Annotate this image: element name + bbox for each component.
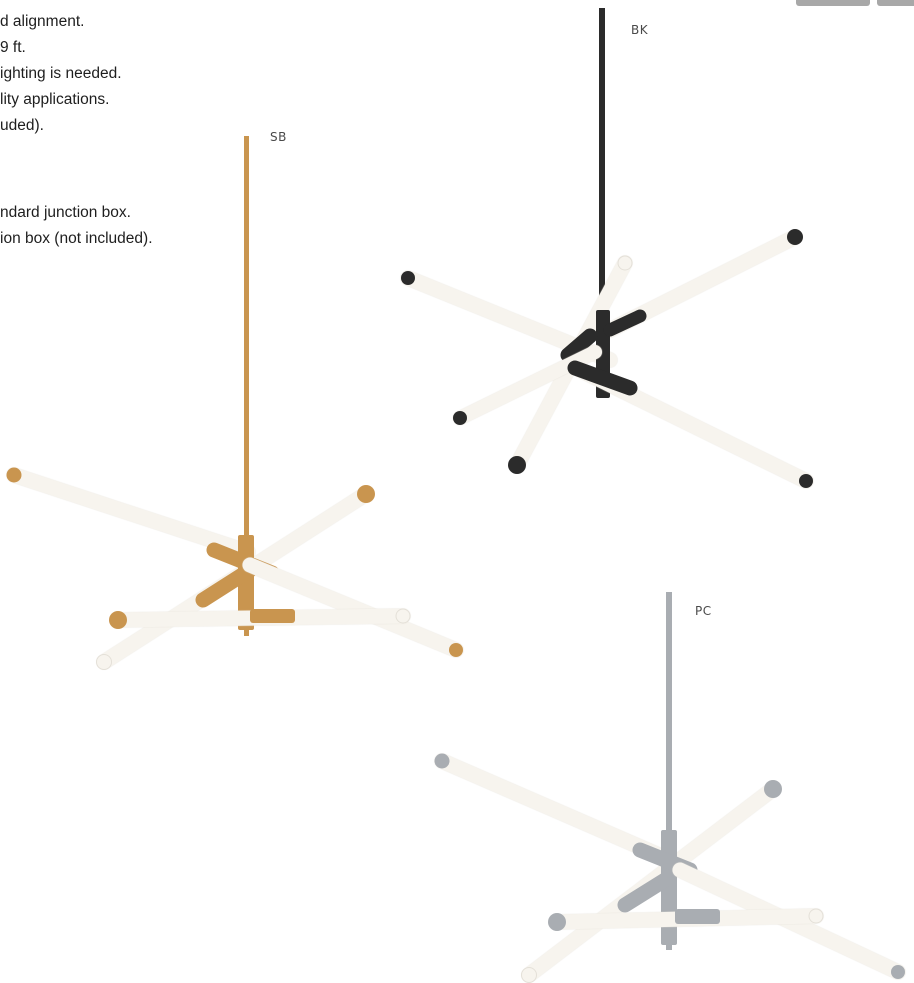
variant-label-pc: PC	[695, 604, 712, 618]
fixture-sb-image	[6, 136, 464, 670]
variant-label-sb: SB	[270, 130, 287, 144]
spec-line-included: uded).	[0, 117, 44, 134]
spec-line-applications: lity applications.	[0, 91, 110, 108]
variant-label-bk: BK	[631, 23, 649, 37]
spec-line-lighting: ighting is needed.	[0, 65, 122, 82]
spec-line-alignment: d alignment.	[0, 13, 85, 30]
fixture-bk-image	[400, 8, 814, 489]
fixture-pc-image	[434, 592, 906, 983]
corner-button-right[interactable]	[877, 0, 914, 6]
corner-button-left[interactable]	[796, 0, 870, 6]
spec-line-length: 9 ft.	[0, 39, 26, 56]
spec-line-junction-box: ndard junction box.	[0, 204, 131, 221]
spec-line-junction-box-not-included: ion box (not included).	[0, 230, 153, 247]
